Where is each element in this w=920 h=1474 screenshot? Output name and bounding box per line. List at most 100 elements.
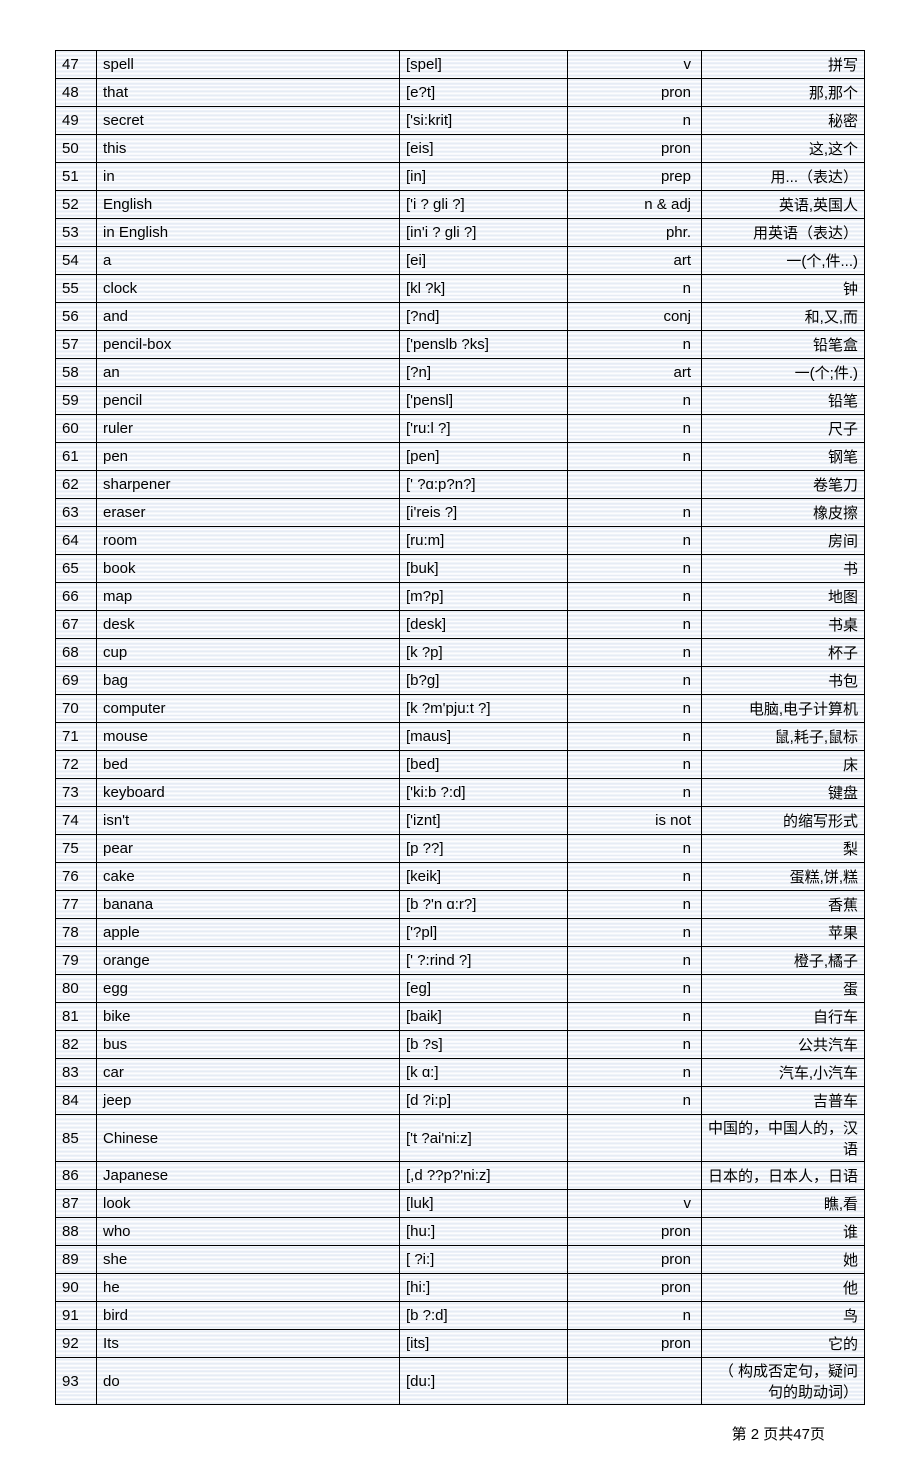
- cell-number: 86: [56, 1162, 97, 1190]
- table-row: 50this[eis]pron这,这个: [56, 135, 865, 163]
- cell-number: 81: [56, 1003, 97, 1031]
- cell-number: 73: [56, 779, 97, 807]
- cell-phonetic: [b?g]: [400, 667, 568, 695]
- table-row: 74isn't['iznt]is not的缩写形式: [56, 807, 865, 835]
- table-row: 68cup[k ?p]n杯子: [56, 639, 865, 667]
- cell-phonetic: [ru:m]: [400, 527, 568, 555]
- table-row: 47spell[spel]v拼写: [56, 51, 865, 79]
- table-row: 80egg[eg]n蛋: [56, 975, 865, 1003]
- cell-pos: n: [568, 695, 702, 723]
- table-row: 79orange[' ?:rind ?]n橙子,橘子: [56, 947, 865, 975]
- cell-pos: n: [568, 499, 702, 527]
- cell-meaning: 蛋糕,饼,糕: [702, 863, 865, 891]
- cell-meaning: 尺子: [702, 415, 865, 443]
- cell-meaning: 吉普车: [702, 1087, 865, 1115]
- cell-meaning: 公共汽车: [702, 1031, 865, 1059]
- cell-phonetic: [maus]: [400, 723, 568, 751]
- cell-word: pencil: [97, 387, 400, 415]
- cell-word: a: [97, 247, 400, 275]
- cell-pos: art: [568, 359, 702, 387]
- table-row: 71mouse[maus]n鼠,耗子,鼠标: [56, 723, 865, 751]
- cell-meaning: 书: [702, 555, 865, 583]
- cell-number: 72: [56, 751, 97, 779]
- cell-phonetic: ['i ? gli ?]: [400, 191, 568, 219]
- cell-meaning: 瞧,看: [702, 1190, 865, 1218]
- cell-number: 67: [56, 611, 97, 639]
- cell-pos: is not: [568, 807, 702, 835]
- cell-word: English: [97, 191, 400, 219]
- cell-meaning: 地图: [702, 583, 865, 611]
- cell-number: 89: [56, 1246, 97, 1274]
- cell-meaning: 钟: [702, 275, 865, 303]
- cell-word: eraser: [97, 499, 400, 527]
- cell-number: 80: [56, 975, 97, 1003]
- cell-phonetic: [?n]: [400, 359, 568, 387]
- cell-meaning: 日本的，日本人，日语: [702, 1162, 865, 1190]
- cell-meaning: 自行车: [702, 1003, 865, 1031]
- cell-word: pear: [97, 835, 400, 863]
- table-row: 54a[ei]art一(个,件...): [56, 247, 865, 275]
- cell-word: Its: [97, 1330, 400, 1358]
- cell-pos: [568, 1358, 702, 1405]
- cell-word: Chinese: [97, 1115, 400, 1162]
- cell-number: 61: [56, 443, 97, 471]
- cell-meaning: 房间: [702, 527, 865, 555]
- cell-word: desk: [97, 611, 400, 639]
- cell-pos: n: [568, 863, 702, 891]
- cell-number: 68: [56, 639, 97, 667]
- cell-meaning: 铅笔: [702, 387, 865, 415]
- cell-pos: n: [568, 723, 702, 751]
- table-row: 73keyboard['ki:b ?:d]n键盘: [56, 779, 865, 807]
- cell-pos: n: [568, 275, 702, 303]
- cell-word: keyboard: [97, 779, 400, 807]
- cell-pos: pron: [568, 135, 702, 163]
- cell-phonetic: [spel]: [400, 51, 568, 79]
- cell-meaning: 中国的，中国人的，汉语: [702, 1115, 865, 1162]
- cell-word: this: [97, 135, 400, 163]
- cell-phonetic: [kl ?k]: [400, 275, 568, 303]
- cell-word: Japanese: [97, 1162, 400, 1190]
- cell-word: pen: [97, 443, 400, 471]
- cell-number: 75: [56, 835, 97, 863]
- cell-phonetic: [desk]: [400, 611, 568, 639]
- cell-pos: [568, 1115, 702, 1162]
- table-row: 66map[m?p]n地图: [56, 583, 865, 611]
- cell-phonetic: [k ɑ:]: [400, 1059, 568, 1087]
- cell-pos: n: [568, 415, 702, 443]
- cell-pos: n: [568, 107, 702, 135]
- cell-phonetic: [eg]: [400, 975, 568, 1003]
- cell-pos: art: [568, 247, 702, 275]
- cell-phonetic: [p ??]: [400, 835, 568, 863]
- cell-pos: [568, 471, 702, 499]
- cell-meaning: 键盘: [702, 779, 865, 807]
- cell-word: ruler: [97, 415, 400, 443]
- cell-pos: n: [568, 1302, 702, 1330]
- cell-pos: n: [568, 1087, 702, 1115]
- table-row: 63eraser[i'reis ?]n橡皮擦: [56, 499, 865, 527]
- cell-word: and: [97, 303, 400, 331]
- cell-number: 54: [56, 247, 97, 275]
- table-row: 55clock[kl ?k]n钟: [56, 275, 865, 303]
- cell-number: 62: [56, 471, 97, 499]
- cell-pos: n: [568, 611, 702, 639]
- cell-phonetic: [b ?'n ɑ:r?]: [400, 891, 568, 919]
- cell-pos: n & adj: [568, 191, 702, 219]
- table-row: 69bag[b?g]n书包: [56, 667, 865, 695]
- cell-number: 66: [56, 583, 97, 611]
- cell-phonetic: ['t ?ai'ni:z]: [400, 1115, 568, 1162]
- cell-number: 60: [56, 415, 97, 443]
- vocabulary-table: 47spell[spel]v拼写48that[e?t]pron那,那个49sec…: [55, 50, 865, 1405]
- cell-pos: n: [568, 891, 702, 919]
- cell-word: who: [97, 1218, 400, 1246]
- cell-phonetic: ['iznt]: [400, 807, 568, 835]
- cell-pos: pron: [568, 1274, 702, 1302]
- cell-phonetic: [baik]: [400, 1003, 568, 1031]
- cell-number: 47: [56, 51, 97, 79]
- cell-pos: n: [568, 919, 702, 947]
- cell-meaning: 他: [702, 1274, 865, 1302]
- cell-number: 51: [56, 163, 97, 191]
- cell-pos: n: [568, 667, 702, 695]
- cell-meaning: 苹果: [702, 919, 865, 947]
- table-row: 64room[ru:m]n房间: [56, 527, 865, 555]
- cell-pos: n: [568, 583, 702, 611]
